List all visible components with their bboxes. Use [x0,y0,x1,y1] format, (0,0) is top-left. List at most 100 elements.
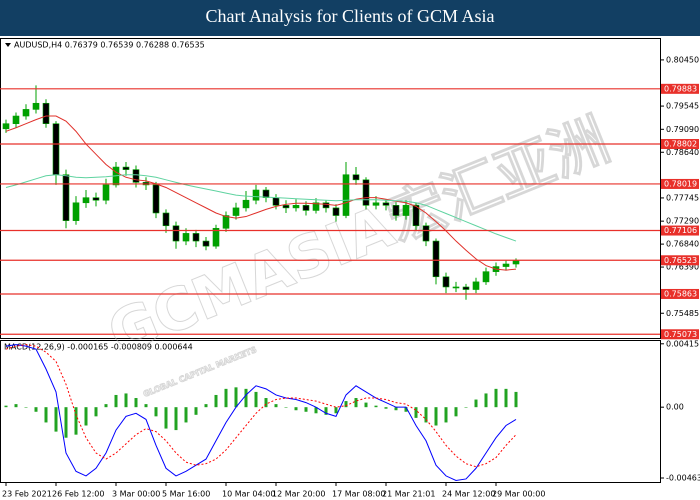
indicator-line [5,344,517,481]
histogram-bar [224,388,228,408]
x-tick-label: 3 Mar 00:00 [112,490,160,499]
histogram-bar [54,407,58,432]
histogram-bar [454,407,458,417]
histogram-bar [424,407,428,423]
histogram-bar [444,407,448,423]
candle-body [202,240,210,247]
macd-frame [0,340,661,483]
histogram-bar [114,394,118,408]
y-tick-label: 0.00 [666,403,684,412]
histogram-bar [14,404,18,408]
x-tick-label: 29 Mar 00:00 [492,490,545,499]
histogram-bar [214,394,218,408]
candle-body [32,102,40,110]
candle-body [122,166,130,170]
histogram-bar [414,407,418,418]
histogram-bar [404,407,408,412]
title-bar [0,0,700,36]
candle-body [212,227,220,247]
candle-body [172,225,180,242]
histogram-bar [124,393,128,408]
x-tick-label: 17 Mar 08:00 [332,490,385,499]
level-label-bg [661,138,699,149]
candle-body [282,205,290,209]
histogram-bar [484,393,488,408]
candle-body [72,202,80,221]
histogram-bar [474,399,478,408]
histogram-bar [254,391,258,408]
x-tick-label: 26 Feb 12:00 [52,490,104,499]
chart-title: Chart Analysis for Clients of GCM Asia [206,6,495,26]
histogram-bar [4,405,8,408]
candle-body [482,271,490,283]
histogram-bar [74,407,78,435]
histogram-bar [44,407,48,423]
candle-body [302,205,310,211]
candle-body [232,207,240,216]
candle-body [132,169,140,183]
symbol-marker [5,43,11,47]
candle-body [342,174,350,216]
histogram-bar [314,407,318,414]
candle-body [2,123,10,130]
histogram-bar [174,407,178,431]
level-label: 0.75073 [664,330,697,339]
histogram-bar [374,405,378,408]
candle-body [452,286,460,289]
candle-body [42,102,50,124]
histogram-bar [234,387,238,408]
histogram-bar [504,388,508,408]
candle-body [262,189,270,198]
candle-body [62,174,70,221]
y-tick-label: 0.76390 [666,263,699,272]
level-label: 0.77106 [664,226,697,235]
y-tick-label: 0.77745 [666,193,699,202]
histogram-bar [24,407,28,408]
histogram-bar [364,402,368,408]
histogram-bar [434,407,438,426]
candle-body [162,212,170,227]
indicator-line [5,115,517,271]
symbol-header: AUDUSD,H4 0.76379 0.76539 0.76288 0.7653… [14,41,205,50]
candle-body [332,207,340,216]
candle-body [372,202,380,206]
histogram-bar [304,407,308,412]
level-label: 0.75863 [664,289,697,298]
candle-body [152,184,160,214]
histogram-bar [354,398,358,408]
x-tick-label: 12 Mar 20:00 [272,490,325,499]
histogram-bar [134,398,138,408]
y-tick-label: 0.004151 [666,339,700,348]
histogram-bar [514,391,518,408]
y-tick-label: 0.78640 [666,148,699,157]
candle-body [102,184,110,201]
level-label-bg [661,225,699,236]
candle-body [462,286,470,290]
candle-body [12,115,20,124]
candle-body [412,205,420,227]
histogram-bar [274,404,278,408]
candle-body [502,263,510,267]
x-tick-label: 10 Mar 04:00 [222,490,275,499]
histogram-bar [284,407,288,408]
histogram-bar [154,407,158,417]
candle-body [512,260,520,265]
candle-body [252,189,260,201]
candle-body [182,233,190,242]
histogram-bar [194,407,198,415]
histogram-bar [204,404,208,408]
histogram-bar [334,407,338,414]
histogram-bar [464,407,468,408]
candle-body [392,205,400,216]
histogram-bar [34,407,38,412]
histogram-bar [494,388,498,408]
candle-body [192,233,200,242]
candle-body [272,197,280,206]
candle-body [322,202,330,209]
candle-body [352,174,360,181]
histogram-bar [64,407,68,438]
level-label-bg [661,288,699,299]
candle-body [442,276,450,288]
candle-body [92,197,100,201]
